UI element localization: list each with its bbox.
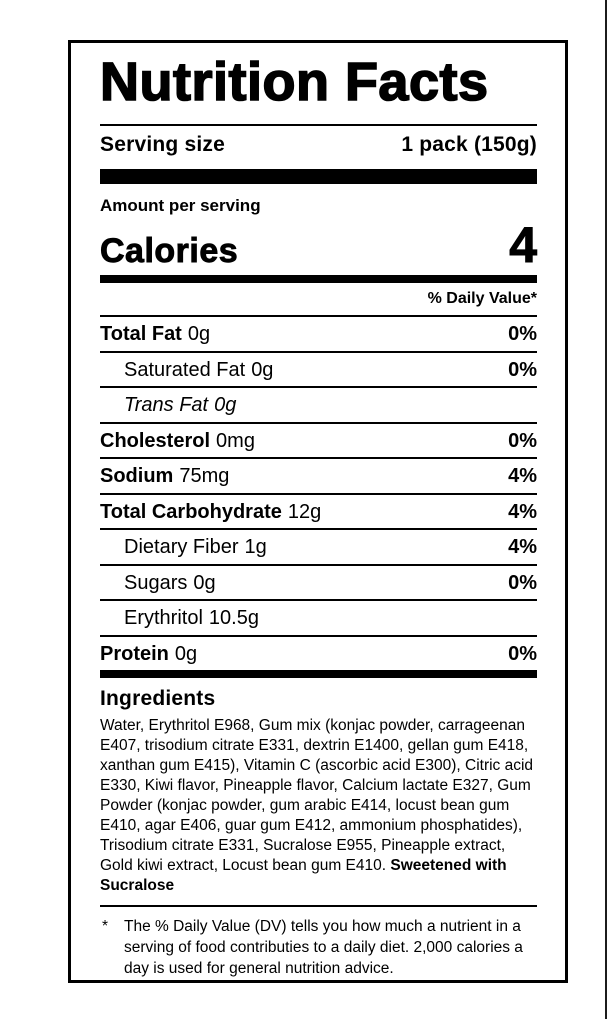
nutrient-name: Total Fat: [100, 323, 182, 346]
nutrient-daily-value: 4%: [508, 536, 537, 559]
thick-separator-bar: [100, 670, 537, 679]
nutrient-row-dietary-fiber: Dietary Fiber 1g 4%: [100, 528, 537, 564]
nutrient-daily-value: 0%: [508, 429, 537, 452]
nutrient-name: Erythritol: [124, 607, 203, 630]
nutrient-name: Dietary Fiber: [124, 536, 239, 559]
nutrient-rows: Total Fat 0g 0% Saturated Fat 0g 0% Trans …: [100, 317, 537, 670]
thick-separator-bar: [100, 169, 537, 184]
nutrient-amount: 0mg: [216, 429, 255, 452]
ingredients-text: Water, Erythritol E968, Gum mix (konjac …: [100, 716, 537, 896]
medium-separator-bar: [100, 275, 537, 284]
ingredients-sweetener-note: Sweetened with Sucralose: [100, 857, 507, 895]
nutrient-row-total-carbohydrate: Total Carbohydrate 12g 4%: [100, 492, 537, 529]
nutrient-row-sugars: Sugars 0g 0%: [100, 563, 537, 600]
nutrient-daily-value: 0%: [508, 642, 537, 665]
calories-label: Calories: [100, 232, 239, 271]
nutrient-row-sodium: Sodium 75mg 4%: [100, 457, 537, 493]
footnote-text: The % Daily Value (DV) tells you how muc…: [124, 918, 523, 978]
label-title: Nutrition Facts: [99, 52, 489, 112]
nutrient-daily-value: 0%: [508, 323, 537, 346]
ingredients-list: Water, Erythritol E968, Gum mix (konjac …: [100, 717, 534, 875]
nutrient-row-trans-fat: Trans Fat 0g: [100, 386, 537, 422]
serving-size-row: Serving size 1 pack (150g): [100, 133, 537, 157]
calories-row: Calories 4: [100, 217, 538, 274]
nutrient-daily-value: 4%: [508, 500, 537, 523]
ingredients-heading: Ingredients: [100, 687, 216, 711]
nutrient-name: Protein: [100, 642, 169, 665]
nutrient-amount: 0g: [214, 394, 237, 417]
nutrient-row-saturated-fat: Saturated Fat 0g 0%: [100, 350, 537, 387]
nutrient-name: Cholesterol: [100, 429, 211, 452]
daily-value-header: % Daily Value*: [100, 283, 537, 318]
nutrient-name: Trans Fat: [124, 394, 209, 417]
nutrient-daily-value: 4%: [508, 465, 537, 488]
nutrient-amount: 0g: [174, 642, 198, 665]
nutrient-row-protein: Protein 0g 0%: [100, 634, 537, 671]
nutrient-amount: 12g: [287, 500, 322, 523]
amount-per-serving-label: Amount per serving: [100, 196, 261, 215]
nutrient-row-erythritol: Erythritol 10.5g: [100, 599, 537, 635]
nutrition-facts-label: Nutrition Facts Serving size 1 pack (150…: [68, 40, 568, 983]
nutrient-amount: 1g: [244, 536, 267, 559]
nutrient-amount: 0g: [251, 358, 274, 381]
nutrient-row-cholesterol: Cholesterol 0mg 0%: [100, 421, 537, 458]
nutrient-amount: 0g: [193, 571, 216, 594]
nutrient-name: Saturated Fat: [124, 358, 246, 381]
nutrient-amount: 0g: [187, 323, 211, 346]
nutrient-amount: 10.5g: [208, 607, 259, 630]
nutrient-row-total-fat: Total Fat 0g 0%: [100, 317, 537, 351]
calories-value: 4: [509, 217, 538, 274]
daily-value-footnote: * The % Daily Value (DV) tells you how m…: [100, 905, 537, 979]
nutrient-name: Total Carbohydrate: [100, 500, 282, 523]
nutrient-name: Sugars: [124, 571, 188, 594]
footnote-asterisk: *: [102, 918, 109, 936]
nutrient-daily-value: 0%: [508, 571, 537, 594]
image-edge-line: [605, 0, 607, 1019]
serving-size-value: 1 pack (150g): [401, 133, 537, 156]
nutrient-amount: 75mg: [179, 465, 230, 488]
nutrient-name: Sodium: [100, 465, 174, 488]
nutrient-daily-value: 0%: [508, 358, 537, 381]
title-divider: [100, 124, 537, 126]
serving-size-label: Serving size: [100, 133, 225, 156]
